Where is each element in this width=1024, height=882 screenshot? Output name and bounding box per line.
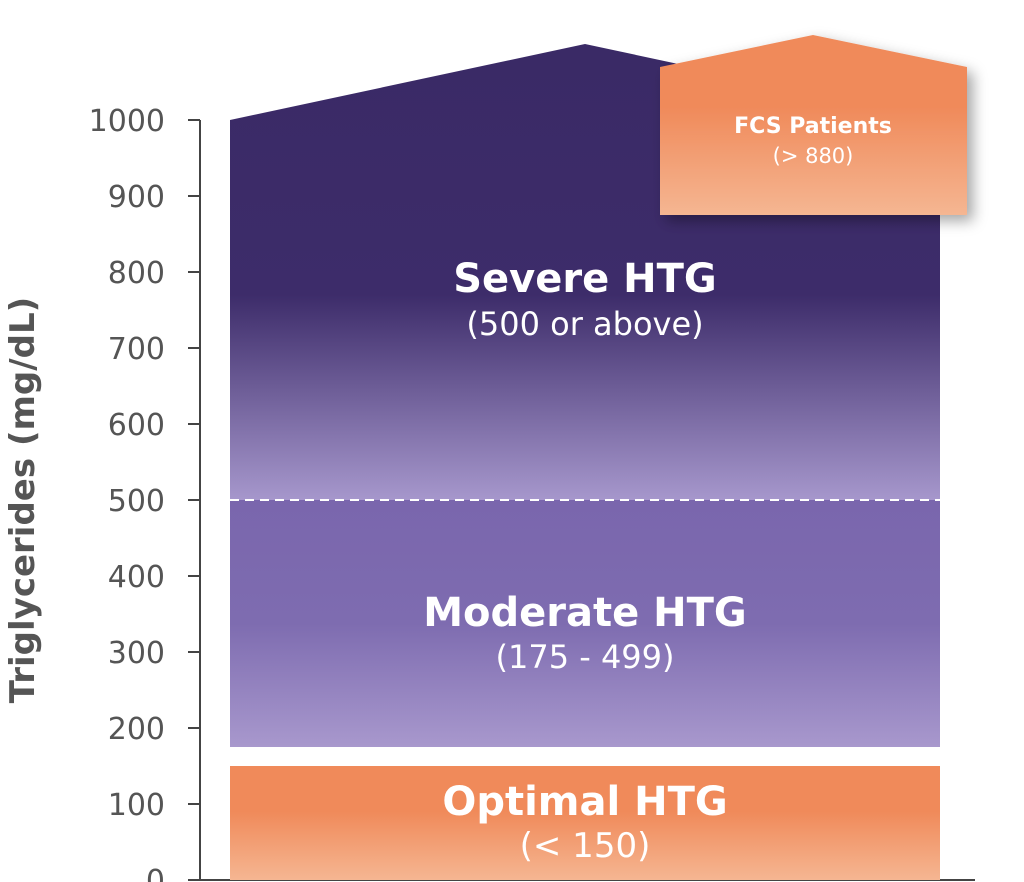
fcs-callout-box xyxy=(660,35,967,215)
y-tick-label: 0 xyxy=(146,864,165,882)
y-tick-label: 200 xyxy=(108,712,165,747)
fcs-label: FCS Patients xyxy=(734,114,892,139)
y-tick-label: 100 xyxy=(108,788,165,823)
y-tick-label: 700 xyxy=(108,332,165,367)
band-moderate-htg xyxy=(230,500,940,747)
y-tick-label: 500 xyxy=(108,484,165,519)
band-optimal-htg xyxy=(230,766,940,880)
y-tick-label: 400 xyxy=(108,560,165,595)
severe-htg-range: (500 or above) xyxy=(466,305,703,343)
fcs-range: (> 880) xyxy=(773,144,854,168)
moderate-htg-range: (175 - 499) xyxy=(495,638,674,676)
y-axis-label: Triglycerides (mg/dL) xyxy=(3,297,43,703)
y-tick-label: 900 xyxy=(108,180,165,215)
y-tick-label: 1000 xyxy=(89,104,165,139)
moderate-htg-label: Moderate HTG xyxy=(423,590,747,636)
optimal-htg-label: Optimal HTG xyxy=(442,779,727,825)
y-tick-label: 600 xyxy=(108,408,165,443)
y-tick-label: 300 xyxy=(108,636,165,671)
optimal-htg-range: (< 150) xyxy=(520,826,651,866)
y-tick-label: 800 xyxy=(108,256,165,291)
severe-htg-label: Severe HTG xyxy=(453,256,717,302)
